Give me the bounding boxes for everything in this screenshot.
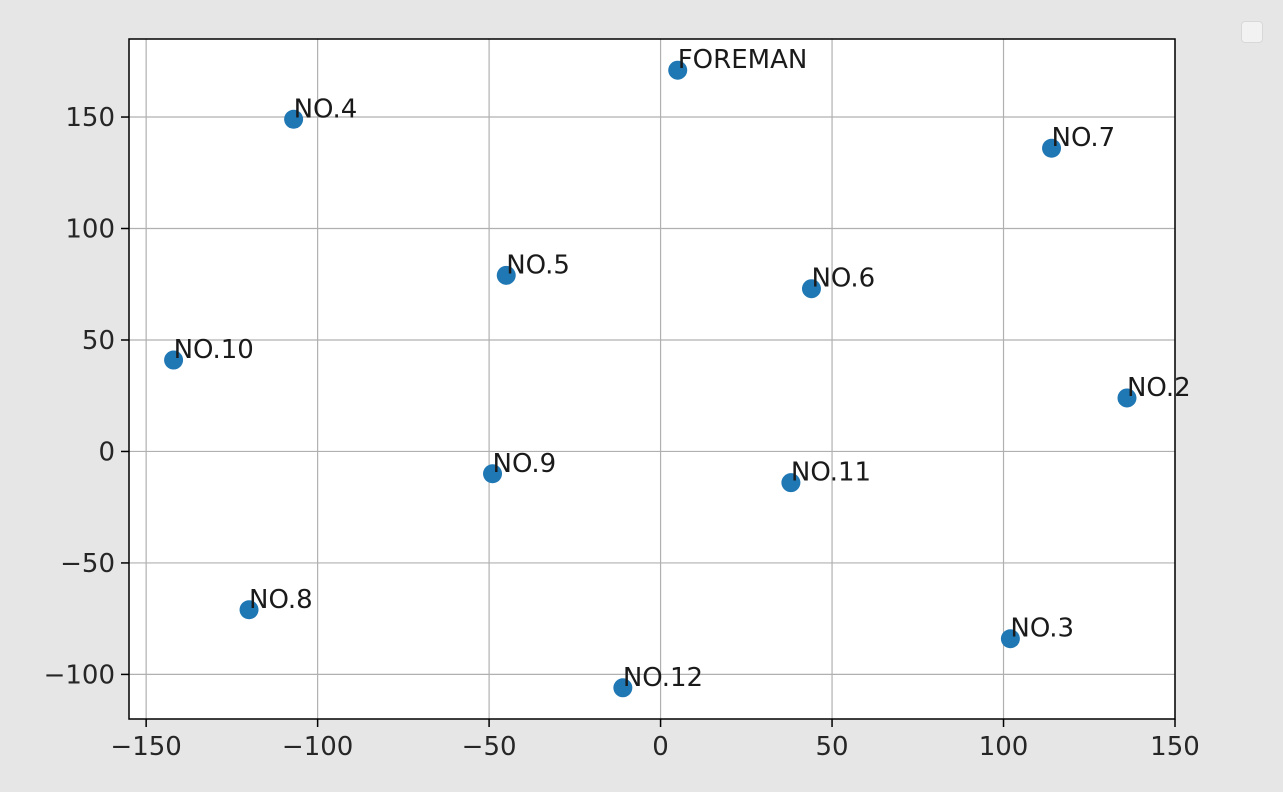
data-point: [284, 109, 304, 129]
data-point: [164, 350, 184, 370]
point-label: NO.3: [1010, 614, 1074, 644]
data-point: [781, 473, 801, 493]
point-label: NO.10: [174, 335, 254, 365]
data-point: [613, 678, 633, 698]
x-tick-label: 150: [1150, 732, 1200, 762]
y-tick-label: 50: [82, 326, 115, 356]
point-labels: FOREMAN NO.2 NO.3 NO.4 NO.5 NO.6 NO.7 NO.8 NO.9 N…: [174, 45, 1191, 693]
data-point: [239, 600, 259, 620]
x-tick-label: −150: [110, 732, 181, 762]
point-label: NO.6: [811, 264, 875, 294]
data-point: [1000, 629, 1020, 649]
point-label: NO.9: [493, 449, 557, 479]
x-tick-label: −50: [462, 732, 517, 762]
data-point: [1117, 388, 1137, 408]
point-label: FOREMAN: [678, 45, 808, 75]
point-label: NO.5: [506, 250, 570, 280]
y-tick-label: −100: [44, 660, 115, 690]
y-tick-label: 0: [98, 437, 115, 467]
data-point: [496, 265, 516, 285]
data-point: [483, 464, 503, 484]
grid-lines: [129, 39, 1176, 719]
x-tick-label: 50: [816, 732, 849, 762]
plot-area: [129, 39, 1175, 719]
point-label: NO.12: [623, 663, 703, 693]
data-point: [668, 60, 688, 80]
point-label: NO.2: [1127, 373, 1191, 403]
x-tick-label: 0: [652, 732, 669, 762]
y-tick-label: −50: [60, 549, 115, 579]
x-tick-label: 100: [979, 732, 1029, 762]
data-points: [164, 60, 1137, 698]
plot-frame: [128, 38, 1176, 720]
data-point: [801, 279, 821, 299]
y-tick-label: 100: [65, 215, 115, 245]
point-label: NO.4: [294, 94, 358, 124]
point-label: NO.8: [249, 585, 313, 615]
legend-checkbox[interactable]: [1241, 21, 1263, 43]
x-tick-label: −100: [282, 732, 353, 762]
data-point: [1042, 138, 1062, 158]
point-label: NO.11: [791, 458, 871, 488]
axis-ticks: −150 −100 −50 0 50 100 150 −100 −50 0 50 100 150: [44, 103, 1200, 762]
point-label: NO.7: [1052, 123, 1116, 153]
y-tick-label: 150: [65, 103, 115, 133]
